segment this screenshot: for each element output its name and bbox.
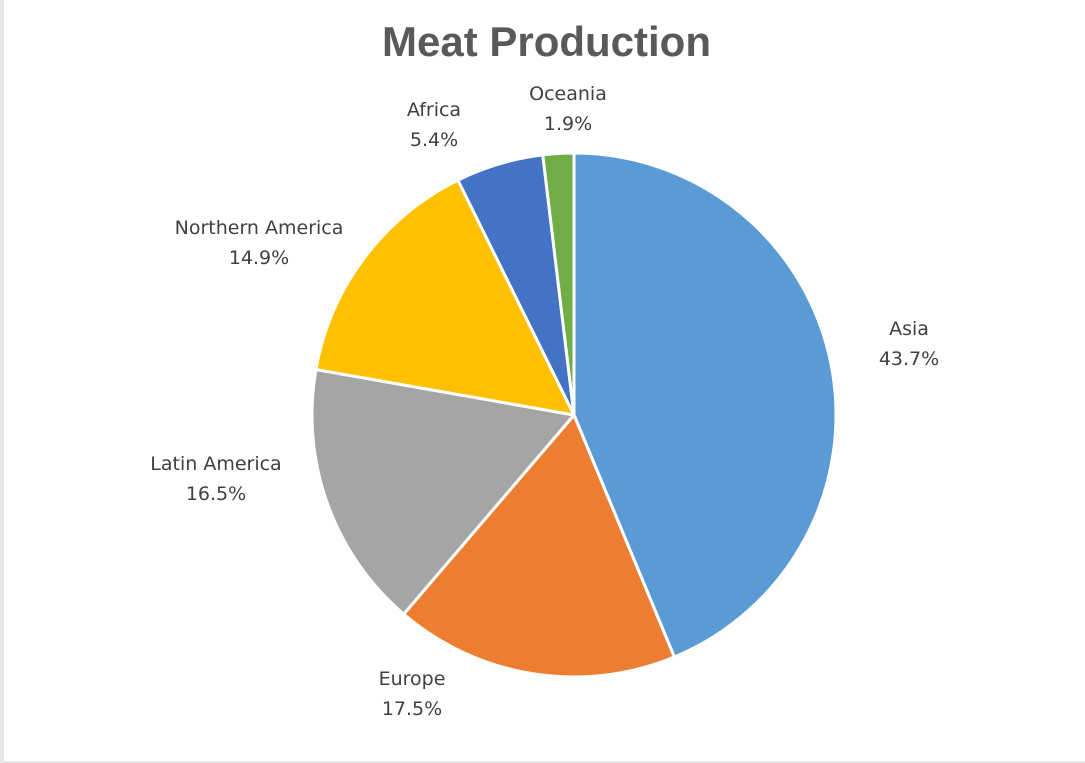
slice-percent-latin-america: 16.5% — [186, 483, 246, 505]
pie-slice-oceania — [541, 151, 576, 417]
slice-label-northern-america: Northern America — [175, 217, 344, 239]
slice-percent-oceania: 1.9% — [544, 113, 592, 135]
pie-slice-northern-america — [314, 178, 576, 417]
slice-percent-northern-america: 14.9% — [229, 247, 289, 269]
slice-percent-africa: 5.4% — [410, 129, 458, 151]
pie-chart: Asia 43.7% Europe 17.5% Latin America 16.5% No… — [150, 83, 939, 720]
chart-title: Meat Production — [381, 18, 711, 65]
slice-label-latin-america: Latin America — [150, 453, 281, 475]
pie-slice-latin-america — [310, 368, 576, 616]
pie-slice-asia — [572, 151, 838, 659]
slice-label-europe: Europe — [379, 668, 446, 690]
slice-percent-europe: 17.5% — [382, 698, 442, 720]
slice-percent-asia: 43.7% — [879, 348, 939, 370]
slice-label-asia: Asia — [889, 318, 929, 340]
slice-label-oceania: Oceania — [529, 83, 607, 105]
pie-slice-europe — [402, 413, 676, 679]
slice-label-africa: Africa — [407, 99, 461, 121]
